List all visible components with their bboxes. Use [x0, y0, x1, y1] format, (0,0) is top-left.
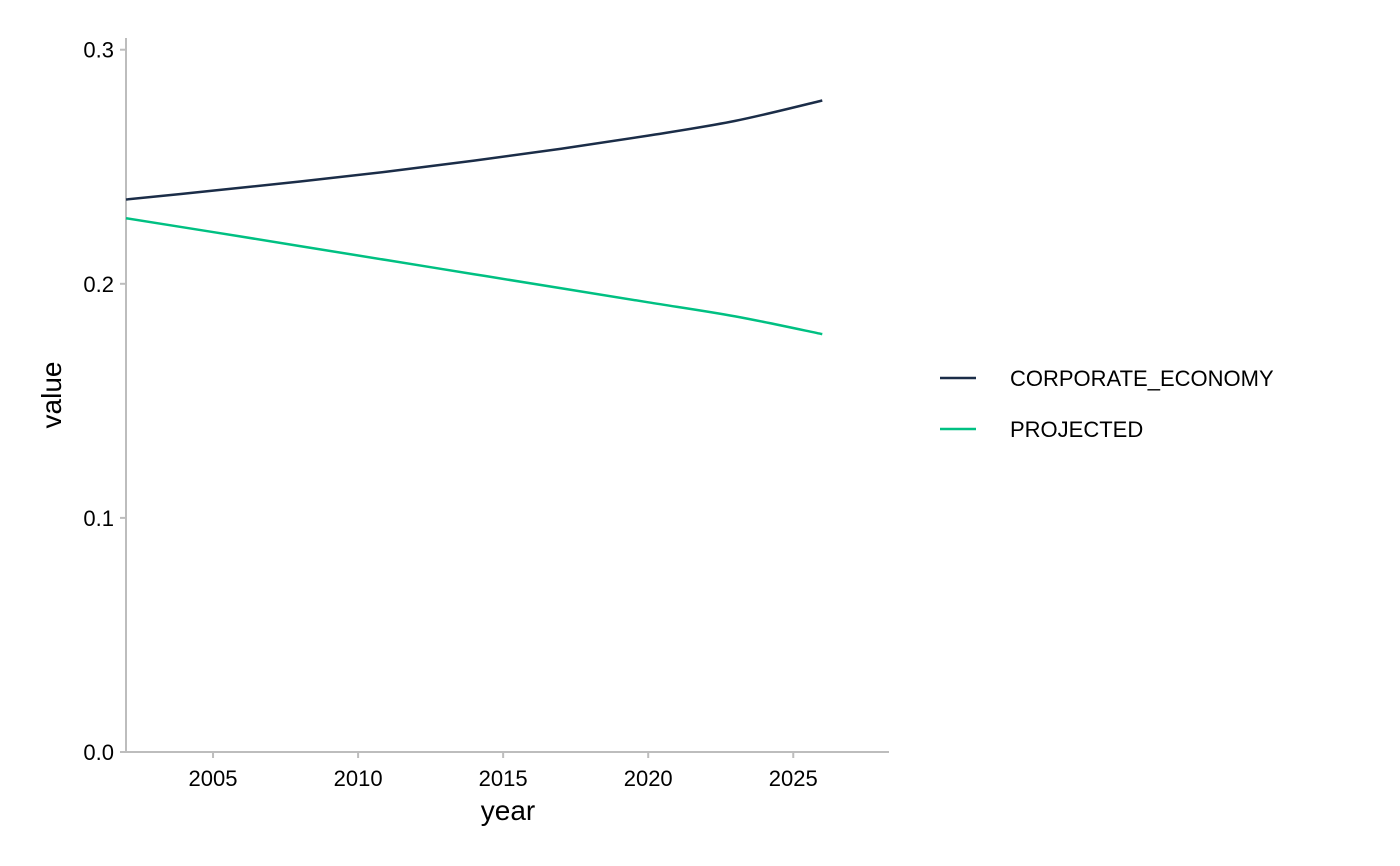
legend-label-corporate-economy: CORPORATE_ECONOMY: [1010, 366, 1274, 391]
tick-labels: 0.0 0.1 0.2 0.3 2005 2010 2015 2020 2025: [83, 38, 817, 791]
x-tick-label: 2005: [189, 766, 238, 791]
x-axis-title: year: [481, 795, 535, 826]
y-axis-title: value: [36, 362, 67, 429]
y-tick-label: 0.2: [83, 272, 114, 297]
legend-label-projected: PROJECTED: [1010, 417, 1143, 442]
y-tick-label: 0.3: [83, 38, 114, 63]
x-tick-label: 2015: [479, 766, 528, 791]
x-tick-label: 2025: [769, 766, 818, 791]
y-tick-label: 0.0: [83, 740, 114, 765]
legend: CORPORATE_ECONOMY PROJECTED: [940, 366, 1274, 442]
y-tick-label: 0.1: [83, 506, 114, 531]
axes: [120, 38, 889, 758]
series-line-projected: [125, 217, 823, 336]
series-line-corporate-economy: [125, 99, 823, 201]
x-tick-label: 2010: [334, 766, 383, 791]
x-tick-label: 2020: [624, 766, 673, 791]
series-lines: [125, 99, 823, 336]
